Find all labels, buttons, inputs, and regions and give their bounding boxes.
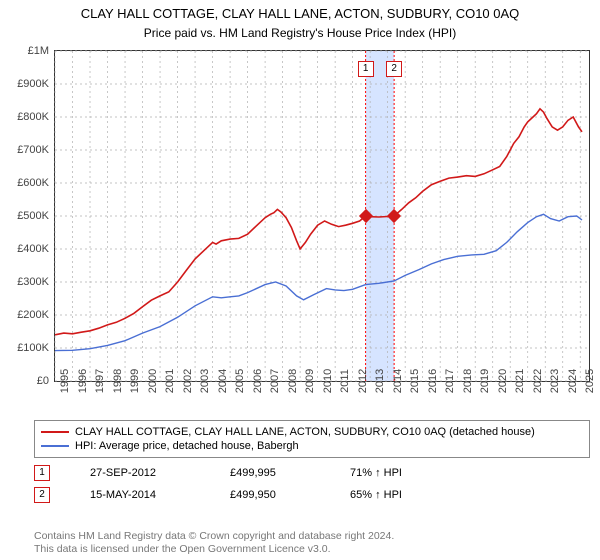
y-tick-label: £300K xyxy=(17,276,55,288)
y-tick-label: £900K xyxy=(17,78,55,90)
x-tick-label: 2002 xyxy=(178,369,194,393)
x-tick-label: 2019 xyxy=(475,369,491,393)
x-tick-label: 1997 xyxy=(90,369,106,393)
chart-subtitle: Price paid vs. HM Land Registry's House … xyxy=(0,23,600,40)
x-tick-label: 2005 xyxy=(230,369,246,393)
legend-row: HPI: Average price, detached house, Babe… xyxy=(41,439,583,453)
license-line2: This data is licensed under the Open Gov… xyxy=(34,543,394,556)
x-tick-label: 1999 xyxy=(125,369,141,393)
x-tick-label: 1995 xyxy=(55,369,71,393)
x-tick-label: 2010 xyxy=(318,369,334,393)
y-tick-label: £800K xyxy=(17,111,55,123)
y-tick-label: £0 xyxy=(37,375,55,387)
legend-label: CLAY HALL COTTAGE, CLAY HALL LANE, ACTON… xyxy=(75,426,535,438)
y-tick-label: £600K xyxy=(17,177,55,189)
legend-row: CLAY HALL COTTAGE, CLAY HALL LANE, ACTON… xyxy=(41,425,583,439)
y-tick-label: £1M xyxy=(28,45,55,57)
y-tick-label: £400K xyxy=(17,243,55,255)
x-tick-label: 2021 xyxy=(510,369,526,393)
x-tick-label: 2015 xyxy=(405,369,421,393)
legend-swatch xyxy=(41,445,69,447)
plot-svg xyxy=(55,51,589,381)
license-text: Contains HM Land Registry data © Crown c… xyxy=(34,530,394,556)
x-tick-label: 2012 xyxy=(353,369,369,393)
transaction-flag: 1 xyxy=(358,61,374,77)
x-tick-label: 2007 xyxy=(265,369,281,393)
x-tick-label: 1996 xyxy=(73,369,89,393)
x-tick-label: 2000 xyxy=(143,369,159,393)
x-tick-label: 2022 xyxy=(528,369,544,393)
sales-table-row: 1 27-SEP-2012 £499,995 71% ↑ HPI xyxy=(34,462,590,484)
transaction-flag: 2 xyxy=(386,61,402,77)
sales-table-delta: 71% ↑ HPI xyxy=(350,467,402,479)
x-tick-label: 2014 xyxy=(388,369,404,393)
x-tick-label: 2025 xyxy=(580,369,596,393)
x-tick-label: 2003 xyxy=(195,369,211,393)
legend-swatch xyxy=(41,431,69,433)
x-tick-label: 2023 xyxy=(545,369,561,393)
sales-table-flag: 1 xyxy=(34,465,50,481)
x-tick-label: 2020 xyxy=(493,369,509,393)
sales-table-date: 15-MAY-2014 xyxy=(90,489,190,501)
y-tick-label: £500K xyxy=(17,210,55,222)
sales-table-price: £499,950 xyxy=(230,489,310,501)
legend: CLAY HALL COTTAGE, CLAY HALL LANE, ACTON… xyxy=(34,420,590,458)
x-tick-label: 2024 xyxy=(563,369,579,393)
chart-title: CLAY HALL COTTAGE, CLAY HALL LANE, ACTON… xyxy=(0,0,600,23)
x-tick-label: 2006 xyxy=(248,369,264,393)
sales-table-date: 27-SEP-2012 xyxy=(90,467,190,479)
plot-area: £0£100K£200K£300K£400K£500K£600K£700K£80… xyxy=(54,50,590,382)
x-tick-label: 1998 xyxy=(108,369,124,393)
sales-table: 1 27-SEP-2012 £499,995 71% ↑ HPI 2 15-MAY-201… xyxy=(34,462,590,506)
x-tick-label: 2001 xyxy=(160,369,176,393)
x-tick-label: 2008 xyxy=(283,369,299,393)
x-tick-label: 2013 xyxy=(370,369,386,393)
sales-table-row: 2 15-MAY-2014 £499,950 65% ↑ HPI xyxy=(34,484,590,506)
series-subject xyxy=(55,109,582,335)
legend-label: HPI: Average price, detached house, Babe… xyxy=(75,440,299,452)
license-line1: Contains HM Land Registry data © Crown c… xyxy=(34,530,394,543)
x-tick-label: 2018 xyxy=(458,369,474,393)
y-tick-label: £700K xyxy=(17,144,55,156)
x-tick-label: 2016 xyxy=(423,369,439,393)
x-tick-label: 2009 xyxy=(300,369,316,393)
x-tick-label: 2004 xyxy=(213,369,229,393)
x-tick-label: 2017 xyxy=(440,369,456,393)
x-tick-label: 2011 xyxy=(335,369,351,393)
sales-table-price: £499,995 xyxy=(230,467,310,479)
y-tick-label: £100K xyxy=(17,342,55,354)
series-hpi xyxy=(55,214,582,350)
y-tick-label: £200K xyxy=(17,309,55,321)
sales-table-delta: 65% ↑ HPI xyxy=(350,489,402,501)
sales-table-flag: 2 xyxy=(34,487,50,503)
